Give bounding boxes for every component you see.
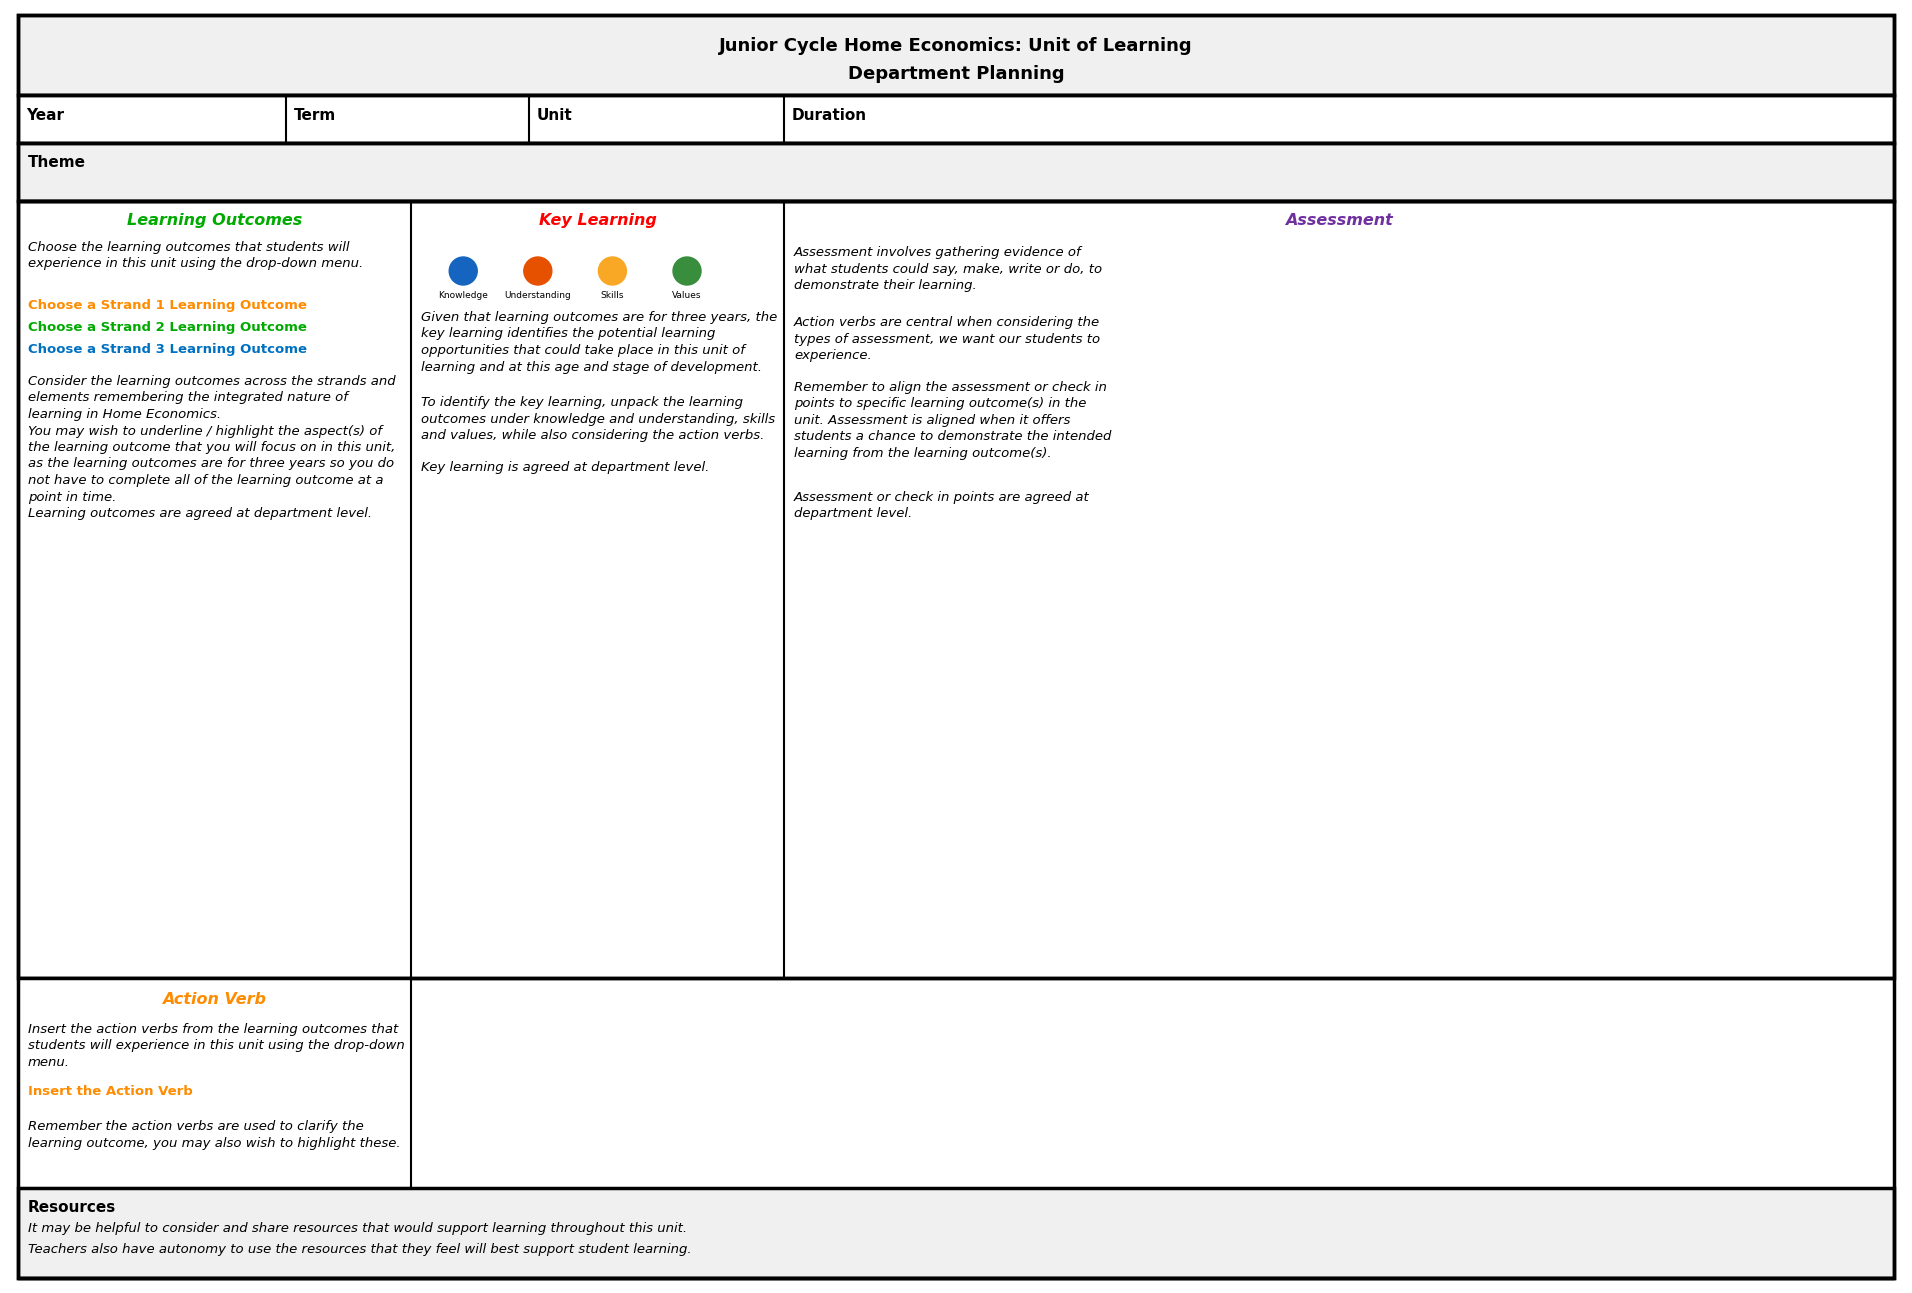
- Text: Skills: Skills: [600, 291, 623, 300]
- FancyBboxPatch shape: [17, 16, 1895, 94]
- Text: Department Planning: Department Planning: [847, 65, 1065, 83]
- Text: Junior Cycle Home Economics: Unit of Learning: Junior Cycle Home Economics: Unit of Lea…: [719, 37, 1193, 56]
- Text: It may be helpful to consider and share resources that would support learning th: It may be helpful to consider and share …: [29, 1222, 686, 1235]
- Circle shape: [524, 257, 553, 284]
- Text: Learning Outcomes: Learning Outcomes: [126, 213, 302, 228]
- FancyBboxPatch shape: [17, 200, 1895, 978]
- Text: Choose a Strand 2 Learning Outcome: Choose a Strand 2 Learning Outcome: [29, 321, 306, 334]
- Text: Remember to align the assessment or check in
points to specific learning outcome: Remember to align the assessment or chec…: [793, 381, 1111, 460]
- Text: Teachers also have autonomy to use the resources that they feel will best suppor: Teachers also have autonomy to use the r…: [29, 1243, 692, 1256]
- Circle shape: [598, 257, 627, 284]
- Text: Remember the action verbs are used to clarify the
learning outcome, you may also: Remember the action verbs are used to cl…: [29, 1120, 402, 1149]
- Text: Understanding: Understanding: [505, 291, 572, 300]
- Text: Assessment: Assessment: [1285, 213, 1392, 228]
- Text: Given that learning outcomes are for three years, the
key learning identifies th: Given that learning outcomes are for thr…: [421, 312, 778, 374]
- Text: Choose the learning outcomes that students will
experience in this unit using th: Choose the learning outcomes that studen…: [29, 240, 363, 270]
- Text: Assessment or check in points are agreed at
department level.: Assessment or check in points are agreed…: [793, 491, 1090, 521]
- Text: Action Verb: Action Verb: [163, 992, 266, 1007]
- Text: Duration: Duration: [792, 107, 868, 123]
- Text: Assessment involves gathering evidence of
what students could say, make, write o: Assessment involves gathering evidence o…: [793, 246, 1101, 292]
- Text: Values: Values: [673, 291, 702, 300]
- FancyBboxPatch shape: [17, 94, 1895, 144]
- Text: Unit: Unit: [537, 107, 574, 123]
- Text: Term: Term: [294, 107, 337, 123]
- Text: Consider the learning outcomes across the strands and
elements remembering the i: Consider the learning outcomes across th…: [29, 375, 396, 520]
- Text: Year: Year: [27, 107, 63, 123]
- Text: Action verbs are central when considering the
types of assessment, we want our s: Action verbs are central when considerin…: [793, 315, 1099, 362]
- Text: Choose a Strand 1 Learning Outcome: Choose a Strand 1 Learning Outcome: [29, 299, 306, 312]
- Text: Knowledge: Knowledge: [438, 291, 488, 300]
- FancyBboxPatch shape: [17, 144, 1895, 200]
- Circle shape: [673, 257, 702, 284]
- Text: Insert the action verbs from the learning outcomes that
students will experience: Insert the action verbs from the learnin…: [29, 1023, 405, 1069]
- FancyBboxPatch shape: [17, 1188, 1895, 1277]
- FancyBboxPatch shape: [17, 978, 411, 1188]
- Text: Resources: Resources: [29, 1200, 117, 1215]
- Text: Insert the Action Verb: Insert the Action Verb: [29, 1085, 193, 1098]
- Text: Key learning is agreed at department level.: Key learning is agreed at department lev…: [421, 462, 709, 475]
- Text: Choose a Strand 3 Learning Outcome: Choose a Strand 3 Learning Outcome: [29, 343, 308, 356]
- Circle shape: [449, 257, 478, 284]
- Text: To identify the key learning, unpack the learning
outcomes under knowledge and u: To identify the key learning, unpack the…: [421, 396, 774, 442]
- Text: Key Learning: Key Learning: [539, 213, 656, 228]
- Text: Theme: Theme: [29, 155, 86, 169]
